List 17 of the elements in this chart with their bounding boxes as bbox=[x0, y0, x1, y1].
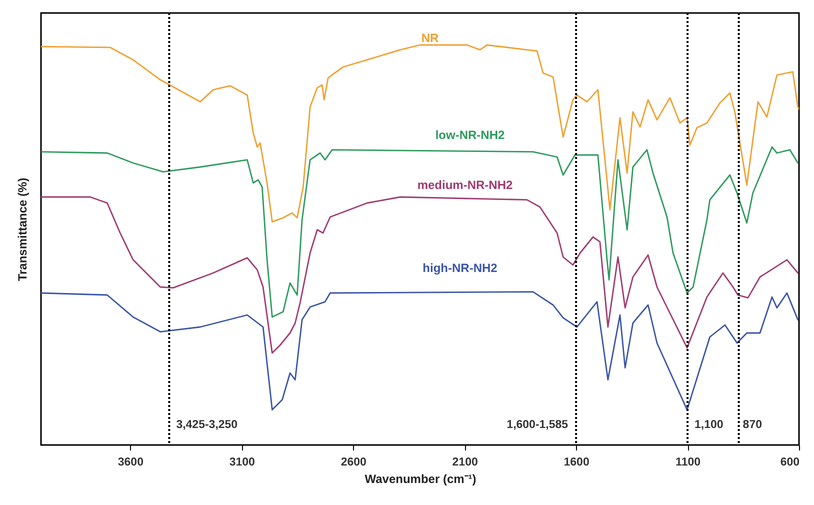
x-tick-label: 3600 bbox=[118, 456, 144, 468]
x-axis-title: Wavenumber (cm⁻¹) bbox=[364, 472, 476, 486]
series-label: NR bbox=[421, 31, 439, 45]
series-label: medium-NR-NH2 bbox=[417, 178, 513, 192]
series-label: high-NR-NH2 bbox=[422, 261, 498, 275]
x-tick-label: 600 bbox=[780, 456, 800, 468]
x-tick-label: 3100 bbox=[229, 456, 255, 468]
y-axis-title: Transmittance (%) bbox=[16, 178, 30, 282]
x-tick-label: 2600 bbox=[340, 456, 366, 468]
series-label: low-NR-NH2 bbox=[435, 128, 505, 142]
x-tick-label: 1600 bbox=[564, 456, 590, 468]
ref-line-label: 1,100 bbox=[694, 419, 724, 431]
ref-line-label: 870 bbox=[742, 419, 762, 431]
x-tick-label: 1100 bbox=[676, 456, 701, 468]
ref-line-label: 3,425-3,250 bbox=[176, 419, 238, 431]
x-tick-label: 2100 bbox=[452, 456, 478, 468]
ref-line-label: 1,600-1,585 bbox=[506, 419, 569, 431]
